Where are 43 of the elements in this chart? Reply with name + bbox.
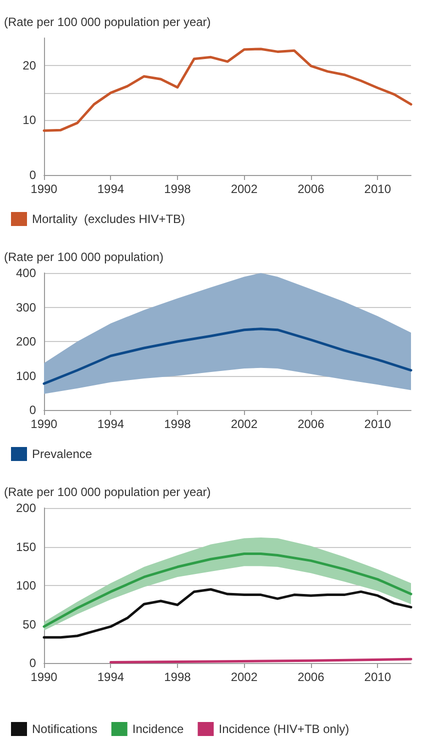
y-tick-label: 100 [16,578,36,592]
y-tick-label: 300 [16,300,36,314]
y-tick-label: 0 [29,168,36,182]
legend-label: Notifications [32,722,98,736]
y-tick-label: 400 [16,266,36,280]
x-tick-label: 1994 [97,182,124,196]
x-tick-label: 1998 [164,417,192,431]
x-tick-label: 2002 [230,417,258,431]
x-tick-label: 1998 [164,182,192,196]
x-tick-label: 1990 [30,182,58,196]
legend-label: Incidence (HIV+TB only) [218,722,350,736]
x-tick-label: 2006 [298,182,325,196]
y-tick-label: 200 [16,501,36,515]
x-tick-label: 1998 [164,670,192,684]
line-series [42,588,412,639]
y-tick-label: 100 [16,368,36,383]
legend-label: Incidence [132,722,184,736]
x-tick-label: 2010 [364,417,392,431]
line-series [42,552,412,628]
x-tick-label: 1994 [97,417,124,431]
line-series [42,328,412,385]
x-tick-label: 1990 [30,417,58,431]
legend-label: Mortality (excludes HIV+TB) [32,212,186,226]
x-tick-label: 2010 [364,670,392,684]
y-tick-label: 20 [22,58,36,72]
line-series [42,48,412,132]
legend-label: Prevalence [32,447,92,461]
y-axis-title: (Rate per 100 000 population) [4,250,164,264]
y-tick-label: 10 [22,113,36,128]
x-tick-label: 1994 [97,670,124,684]
y-tick-label: 50 [22,617,36,632]
x-tick-label: 2006 [298,417,325,431]
y-tick-label: 0 [29,656,36,670]
x-tick-label: 2006 [298,670,325,684]
y-tick-label: 200 [16,334,36,348]
y-axis-title: (Rate per 100 000 population per year) [4,485,211,499]
x-tick-label: 2002 [230,182,258,196]
y-axis-title: (Rate per 100 000 population per year) [4,15,211,29]
x-tick-label: 2002 [230,670,258,684]
y-tick-label: 150 [16,540,36,554]
x-tick-label: 2010 [364,182,392,196]
x-tick-label: 1990 [30,670,58,684]
y-tick-label: 0 [29,403,36,417]
